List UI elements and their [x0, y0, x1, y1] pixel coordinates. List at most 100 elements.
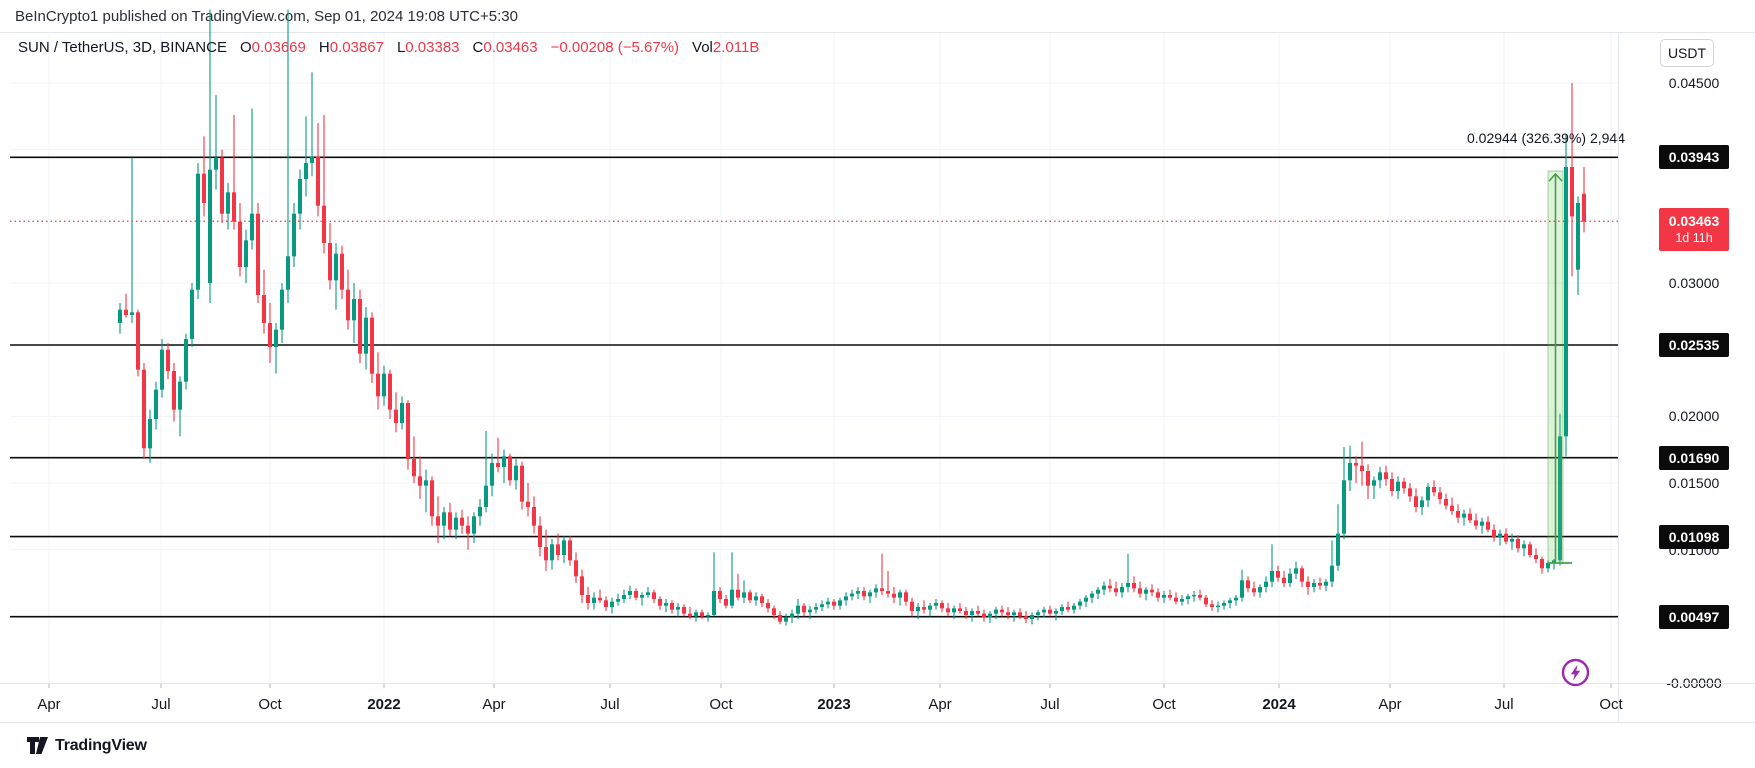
candle-body — [1474, 520, 1478, 526]
candle-body — [358, 299, 362, 354]
candle-body — [736, 589, 740, 598]
candle-body — [118, 309, 122, 324]
candle-body — [928, 605, 932, 610]
candle-body — [1228, 600, 1232, 604]
candle-body — [448, 512, 452, 530]
candle-body — [988, 613, 992, 618]
chart-legend[interactable]: SUN / TetherUS, 3D, BINANCE O0.03669 H0.… — [18, 39, 759, 56]
candle-body — [376, 373, 380, 397]
candle-body — [874, 588, 878, 593]
candle-body — [604, 600, 608, 608]
candle-body — [1156, 592, 1160, 598]
candle-body — [532, 507, 536, 526]
symbol-description[interactable]: SUN / TetherUS, 3D, BINANCE — [18, 39, 227, 56]
candle-body — [1324, 581, 1328, 586]
candle-body — [682, 607, 686, 614]
time-axis-label: Jul — [600, 696, 620, 713]
candle-body — [184, 339, 188, 382]
candle-body — [892, 593, 896, 598]
candle-body — [1552, 560, 1556, 564]
lightning-badge-icon[interactable] — [1561, 658, 1590, 687]
tradingview-wordmark: TradingView — [55, 736, 147, 754]
candle-body — [1216, 605, 1220, 607]
candle-body — [550, 544, 554, 561]
candle-body — [562, 540, 566, 556]
candle-body — [832, 601, 836, 606]
candle-body — [778, 615, 782, 622]
candle-body — [484, 485, 488, 508]
candle-body — [844, 596, 848, 601]
candle-body — [1030, 615, 1034, 619]
candle-body — [1504, 533, 1508, 542]
candle-body — [1462, 513, 1466, 518]
candle-body — [1534, 555, 1538, 560]
candle-body — [724, 599, 728, 606]
low-value: 0.03383 — [405, 39, 460, 56]
candle-body — [1114, 588, 1118, 593]
candle-body — [1420, 500, 1424, 508]
candle-body — [916, 607, 920, 611]
candle-body — [304, 163, 308, 180]
candle-body — [496, 463, 500, 468]
candle-body — [538, 525, 542, 547]
candle-body — [268, 323, 272, 348]
time-axis-label: Jul — [1040, 696, 1060, 713]
candle-body — [130, 312, 134, 316]
candle-body — [1378, 472, 1382, 481]
candle-body — [808, 609, 812, 613]
candle-body — [1318, 583, 1322, 586]
candle-body — [1258, 587, 1262, 593]
candle-body — [412, 459, 416, 477]
candle-body — [226, 192, 230, 214]
candle-body — [814, 607, 818, 610]
price-range-annotation[interactable]: 0.02944 (326.39%) 2,944 — [1466, 130, 1625, 146]
candle-body — [580, 576, 584, 596]
candle-body — [322, 205, 326, 244]
currency-unit-button[interactable]: USDT — [1660, 39, 1714, 67]
price-axis-divider — [1618, 33, 1619, 722]
candle-body — [1582, 193, 1586, 222]
candle-body — [166, 349, 170, 372]
candle-body — [1306, 581, 1310, 587]
candle-body — [1174, 597, 1178, 602]
candle-body — [826, 601, 830, 605]
candle-body — [976, 611, 980, 614]
candle-body — [256, 213, 260, 296]
candle-body — [388, 373, 392, 410]
candle-body — [346, 289, 350, 321]
candle-body — [970, 611, 974, 615]
candle-body — [466, 525, 470, 534]
pane-bottom-divider — [0, 683, 1755, 684]
candle-body — [298, 179, 302, 214]
time-axis-label: Apr — [482, 696, 506, 713]
candle-body — [502, 456, 506, 468]
candle-body — [940, 603, 944, 609]
candle-body — [1294, 568, 1298, 574]
change-value: −0.00208 (−5.67%) — [550, 39, 680, 56]
candle-body — [994, 609, 998, 614]
candle-body — [1426, 487, 1430, 501]
candle-body — [1480, 521, 1484, 526]
candle-body — [1264, 581, 1268, 587]
candle-body — [1468, 513, 1472, 521]
candle-body — [886, 591, 890, 594]
candle-body — [592, 597, 596, 603]
candle-body — [1330, 565, 1334, 582]
candle-body — [1444, 499, 1448, 506]
bar-countdown: 1d 11h — [1675, 230, 1713, 245]
candle-body — [1312, 583, 1316, 587]
candle-body — [1240, 580, 1244, 598]
open-label: O — [239, 39, 252, 56]
candle-body — [370, 317, 374, 374]
time-axis-label: Apr — [928, 696, 952, 713]
candle-body — [334, 253, 338, 281]
candle-body — [1066, 607, 1070, 610]
candle-body — [1138, 588, 1142, 594]
candle-body — [1354, 463, 1358, 466]
candle-body — [1234, 597, 1238, 601]
tradingview-brand[interactable]: TradingView — [27, 736, 147, 755]
candle-body — [952, 608, 956, 613]
time-axis-label: Jul — [151, 696, 171, 713]
